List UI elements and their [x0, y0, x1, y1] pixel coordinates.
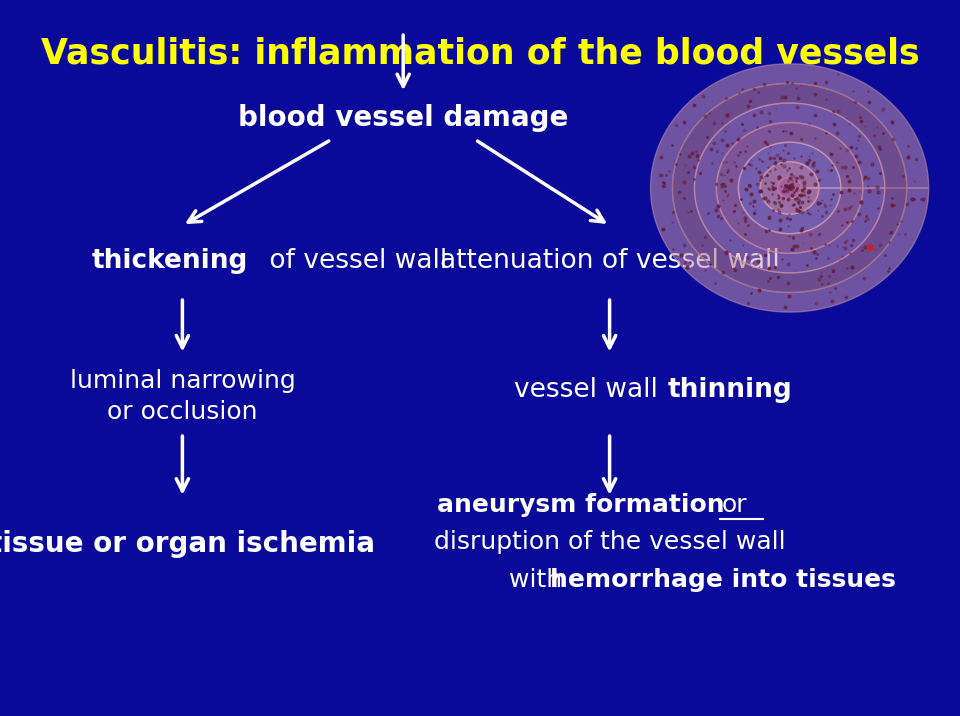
- Polygon shape: [673, 84, 907, 292]
- Text: attenuation of vessel wall: attenuation of vessel wall: [440, 248, 780, 274]
- Polygon shape: [651, 64, 928, 312]
- Text: vessel wall: vessel wall: [514, 377, 666, 403]
- Polygon shape: [716, 122, 863, 253]
- Text: blood vessel damage: blood vessel damage: [238, 104, 568, 132]
- Text: disruption of the vessel wall: disruption of the vessel wall: [434, 530, 785, 554]
- Polygon shape: [738, 142, 841, 233]
- Text: luminal narrowing: luminal narrowing: [69, 369, 296, 393]
- Text: of vessel wall: of vessel wall: [261, 248, 447, 274]
- Text: hemorrhage into tissues: hemorrhage into tissues: [550, 568, 896, 592]
- Text: thickening: thickening: [91, 248, 248, 274]
- Text: or occlusion: or occlusion: [108, 400, 257, 424]
- Text: aneurysm formation: aneurysm formation: [437, 493, 725, 517]
- Text: or: or: [722, 493, 748, 517]
- Text: with: with: [509, 568, 570, 592]
- Polygon shape: [760, 162, 819, 214]
- Text: tissue or organ ischemia: tissue or organ ischemia: [0, 530, 375, 558]
- Text: thinning: thinning: [667, 377, 792, 403]
- Polygon shape: [694, 103, 885, 273]
- Text: Vasculitis: inflammation of the blood vessels: Vasculitis: inflammation of the blood ve…: [40, 37, 920, 71]
- Polygon shape: [778, 178, 802, 198]
